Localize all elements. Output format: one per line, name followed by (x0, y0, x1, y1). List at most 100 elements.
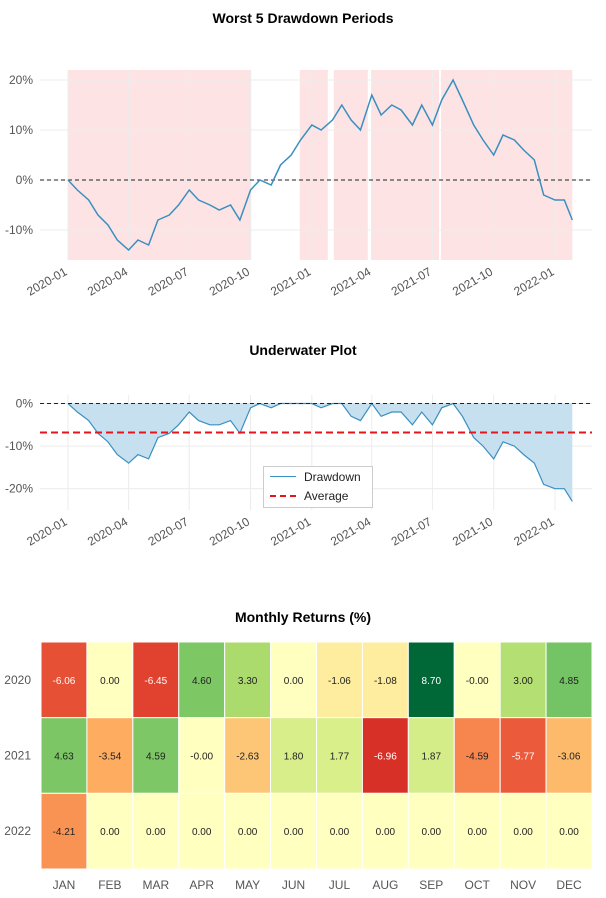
x-tick-label: 2020-10 (207, 264, 252, 298)
heatmap-cell-value: -4.59 (466, 752, 489, 763)
heatmap-cell-rect (407, 717, 455, 794)
x-tick-label: 2021-01 (268, 514, 313, 548)
heatmap-cell: 0.00 (224, 792, 272, 870)
drawdown-periods-title: Worst 5 Drawdown Periods (212, 10, 394, 26)
heatmap-cell-rect (178, 641, 226, 719)
heatmap-cell-value: -6.06 (53, 676, 76, 687)
heatmap-cell: 0.00 (499, 792, 547, 870)
heatmap-cell-rect (453, 792, 501, 870)
heatmap-cell-rect (316, 792, 363, 870)
cumulative-returns-line (67, 78, 574, 252)
y-tick-label: -20% (5, 482, 33, 496)
heatmap-cell-rect (178, 792, 226, 870)
heatmap-cell: 1.80 (270, 717, 318, 794)
y-tick-label: 20% (9, 73, 33, 87)
heatmap-cell-value: -1.08 (374, 676, 397, 687)
heatmap-cell: 4.63 (40, 717, 88, 794)
heatmap-cell: 0.00 (86, 641, 134, 719)
heatmap-cell: -6.45 (132, 641, 180, 719)
heatmap-cell-rect (453, 641, 501, 719)
drawdown-period-shade (68, 70, 252, 260)
legend-swatch-drawdown (270, 476, 296, 477)
heatmap-cell: 1.87 (407, 717, 455, 794)
heatmap-cell-value: 4.63 (54, 752, 74, 763)
x-tick-label: 2021-07 (389, 264, 434, 298)
heatmap-cell-value: -0.00 (190, 752, 213, 763)
heatmap-cell-value: 0.00 (376, 827, 396, 838)
y-tick-label: -10% (5, 223, 33, 237)
drawdown-line (67, 402, 573, 502)
heatmap-cell-rect (499, 792, 547, 870)
heatmap-cell: -6.96 (361, 717, 409, 794)
heatmap-cell: -6.06 (40, 641, 88, 719)
heatmap-cell: 0.00 (545, 792, 593, 870)
heatmap-cell-value: 4.59 (146, 752, 166, 763)
heatmap-cell-value: 0.00 (238, 827, 258, 838)
heatmap-cell: -3.06 (545, 717, 593, 794)
x-tick-label: 2020-01 (24, 264, 69, 298)
heatmap-cell: 0.00 (270, 792, 318, 870)
legend-label-drawdown: Drawdown (304, 469, 361, 484)
heatmap-row-label: 2020 (4, 673, 31, 687)
monthly-returns-title: Monthly Returns (%) (234, 609, 372, 625)
x-tick-label: 2021-04 (328, 264, 373, 298)
drawdown-period-shade (441, 70, 573, 260)
y-tick-label: -10% (5, 439, 33, 453)
heatmap-cell-value: 3.30 (238, 676, 258, 687)
legend-item-average: Average (264, 486, 372, 505)
heatmap-cell: 0.00 (361, 792, 409, 870)
heatmap-cell: -0.00 (453, 641, 501, 719)
heatmap-cell: -4.59 (453, 717, 501, 794)
heatmap-cell-rect (407, 792, 455, 870)
heatmap-cell-value: -5.77 (512, 752, 535, 763)
y-tick-label: 10% (9, 123, 33, 137)
heatmap-cell-value: 4.85 (559, 676, 579, 687)
x-tick-label: 2021-01 (268, 264, 313, 298)
heatmap-cell: 3.30 (224, 641, 272, 719)
heatmap-cell: 3.00 (499, 641, 547, 719)
heatmap-cell-rect (224, 717, 272, 794)
heatmap-cell-value: 0.00 (422, 827, 442, 838)
heatmap-column-label: OCT (465, 878, 491, 892)
heatmap-cell: 8.70 (407, 641, 455, 719)
heatmap-cell: 1.77 (316, 717, 363, 794)
heatmap-cell: -4.21 (40, 792, 88, 870)
heatmap-cell: 0.00 (453, 792, 501, 870)
heatmap-cell-rect (132, 792, 180, 870)
heatmap-cell-value: 1.77 (330, 752, 350, 763)
heatmap-cell-value: 0.00 (467, 827, 487, 838)
heatmap-column-label: JAN (53, 878, 76, 892)
heatmap-cell-value: -0.00 (466, 676, 489, 687)
heatmap-cell-rect (361, 792, 409, 870)
heatmap-cell: -0.00 (178, 717, 226, 794)
heatmap-column-label: MAR (142, 878, 169, 892)
x-tick-label: 2021-10 (450, 264, 495, 298)
x-tick-label: 2022-01 (511, 264, 556, 298)
heatmap-row-label: 2021 (4, 749, 31, 763)
heatmap-cell-value: 0.00 (192, 827, 212, 838)
heatmap-cell: -5.77 (499, 717, 547, 794)
heatmap-cell-value: -2.63 (236, 752, 259, 763)
heatmap-cell: 0.00 (178, 792, 226, 870)
heatmap-cell: -2.63 (224, 717, 272, 794)
heatmap-cell: 4.85 (545, 641, 593, 719)
heatmap-cell-value: -3.54 (98, 752, 121, 763)
heatmap-cell-value: -1.06 (328, 676, 351, 687)
heatmap-cell-value: -4.21 (53, 827, 76, 838)
underwater-legend: Drawdown Average (263, 466, 373, 508)
heatmap-cell-rect (86, 792, 134, 870)
heatmap-column-label: FEB (98, 878, 121, 892)
drawdown-period-shade (299, 70, 328, 260)
heatmap-cell-rect (316, 717, 363, 794)
heatmap-cell-value: 8.70 (422, 676, 442, 687)
heatmap-cell: 4.59 (132, 717, 180, 794)
heatmap-column-label: APR (189, 878, 214, 892)
legend-item-drawdown: Drawdown (264, 467, 372, 486)
heatmap-cell-rect (361, 641, 409, 719)
heatmap-cell: 4.60 (178, 641, 226, 719)
heatmap-cell-rect (499, 641, 547, 719)
heatmap-column-label: JUL (329, 878, 351, 892)
heatmap-column-label: JUN (282, 878, 305, 892)
heatmap-column-label: AUG (372, 878, 398, 892)
x-tick-label: 2020-04 (85, 264, 130, 298)
